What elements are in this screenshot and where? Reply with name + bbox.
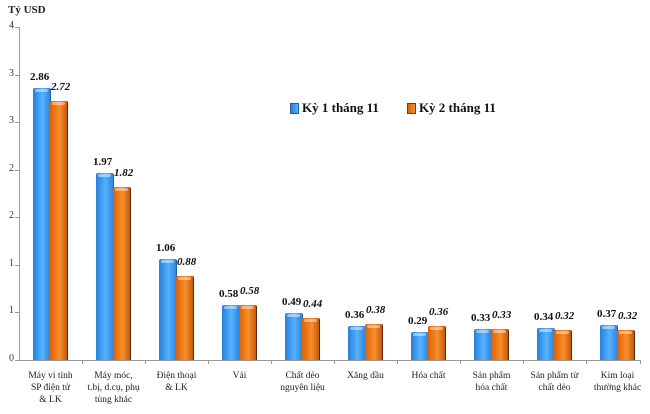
- y-tick-label: 3: [9, 67, 14, 79]
- bar-series-2: [428, 325, 445, 360]
- legend-item-series-1: Kỳ 1 tháng 11: [290, 100, 379, 116]
- y-tick-mark: [15, 169, 19, 171]
- y-tick-mark: [15, 74, 19, 76]
- x-tick-mark: [523, 360, 524, 364]
- legend-label: Kỳ 2 tháng 11: [418, 100, 496, 115]
- legend-swatch-orange-icon: [406, 102, 416, 114]
- bar-series-1: [348, 325, 365, 360]
- bar-series-2: [302, 318, 319, 360]
- bar-series-2: [113, 186, 130, 360]
- y-tick-label: 4: [9, 20, 14, 31]
- x-tick-mark: [82, 360, 83, 364]
- bar-series-1: [537, 327, 554, 360]
- data-label: 0.32: [555, 309, 575, 322]
- y-tick-mark: [15, 360, 19, 361]
- category-label: Sản phẩm từ chất dẻo: [530, 371, 579, 393]
- bar-series-2: [239, 304, 256, 360]
- data-label: 1.82: [114, 166, 134, 179]
- bar-series-1: [474, 328, 491, 360]
- category-label: Máy vi tính SP điện tử & LK: [28, 371, 73, 405]
- data-label: 0.44: [303, 298, 323, 311]
- data-label: 0.32: [618, 309, 638, 322]
- data-label: 0.36: [345, 308, 365, 321]
- data-label: 1.06: [156, 242, 176, 255]
- x-tick-mark: [586, 360, 587, 364]
- data-label: 0.58: [240, 284, 260, 297]
- data-label: 2.86: [30, 70, 50, 83]
- data-label: 0.58: [219, 287, 239, 300]
- bar-series-2: [365, 323, 382, 360]
- bar-series-1: [285, 313, 302, 360]
- category-label: Hóa chất: [411, 371, 446, 381]
- category-label: Xăng dầu: [347, 371, 384, 381]
- bar-series-1: [600, 324, 617, 360]
- data-label: 0.29: [408, 315, 428, 328]
- legend-swatch-blue-icon: [290, 102, 299, 114]
- data-label: 0.37: [597, 307, 617, 320]
- x-tick-mark: [145, 360, 146, 364]
- y-tick-label: 1: [9, 305, 14, 317]
- x-tick-mark: [397, 360, 398, 364]
- bar-series-1: [96, 172, 113, 360]
- bar-series-2: [491, 328, 508, 360]
- bar-series-2: [50, 101, 67, 360]
- y-axis-line: [19, 27, 20, 360]
- bar-series-1: [222, 304, 239, 360]
- y-tick-label: 0: [9, 353, 14, 364]
- x-tick-mark: [460, 360, 461, 364]
- y-tick-label: 3: [9, 115, 14, 127]
- y-tick-label: 1: [9, 257, 14, 269]
- x-tick-mark: [208, 360, 209, 364]
- bar-series-2: [617, 329, 634, 360]
- category-label: Vải: [232, 371, 247, 381]
- data-label: 0.33: [492, 308, 512, 321]
- bar-series-1: [159, 259, 176, 360]
- category-label: Chất dẻo nguyên liệu: [280, 371, 325, 393]
- category-label: Điện thoại & LK: [156, 371, 197, 393]
- data-label: 0.33: [471, 311, 491, 324]
- legend: Kỳ 1 tháng 11 Kỳ 2 tháng 11: [290, 100, 496, 116]
- bar-series-2: [554, 329, 571, 360]
- x-tick-mark: [334, 360, 335, 364]
- data-label: 0.88: [177, 256, 197, 269]
- category-label: Máy móc, t.bị, d.cụ, phụ tùng khác: [87, 371, 140, 405]
- legend-label: Kỳ 1 tháng 11: [302, 100, 379, 115]
- data-label: 1.97: [93, 155, 113, 168]
- y-tick-mark: [15, 312, 19, 314]
- category-label: Sản phẩm hóa chất: [472, 371, 511, 393]
- y-tick-mark: [15, 122, 19, 124]
- x-axis-line: [19, 360, 641, 361]
- y-tick-mark: [15, 217, 19, 219]
- data-label: 0.34: [534, 310, 554, 323]
- bar-series-1: [411, 332, 428, 360]
- y-tick-label: 2: [9, 210, 14, 222]
- bar-series-2: [176, 276, 193, 360]
- y-tick-mark: [15, 27, 19, 28]
- data-label: 0.49: [282, 296, 302, 309]
- category-label: Kim loại thường khác: [593, 371, 642, 393]
- x-tick-mark: [271, 360, 272, 364]
- y-axis-unit-label: Tỷ USD: [8, 4, 46, 16]
- y-tick-label: 2: [9, 162, 14, 174]
- data-label: 2.72: [51, 81, 71, 94]
- x-tick-mark: [640, 360, 641, 364]
- y-tick-mark: [15, 264, 19, 266]
- bar-series-1: [33, 87, 50, 360]
- legend-item-series-2: Kỳ 2 tháng 11: [406, 100, 496, 116]
- data-label: 0.38: [366, 303, 386, 316]
- data-label: 0.36: [429, 305, 449, 318]
